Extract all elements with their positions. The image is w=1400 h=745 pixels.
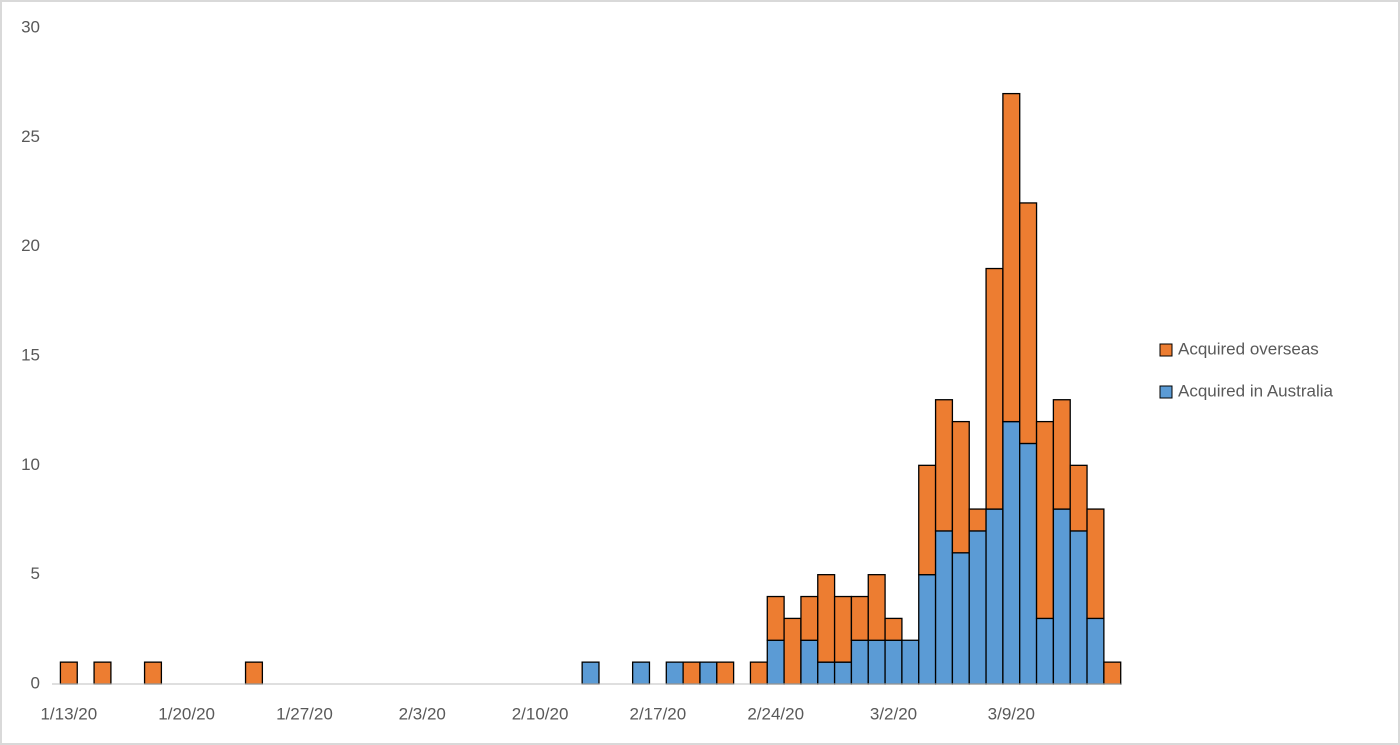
- bar-segment: [1103, 661, 1122, 685]
- x-tick-label: 2/24/20: [747, 704, 804, 723]
- bar-segment: [850, 639, 869, 685]
- bar-segment: [1069, 464, 1088, 532]
- legend-swatch: [1159, 343, 1173, 357]
- x-tick-label: 2/17/20: [630, 704, 687, 723]
- bar-segment: [918, 574, 937, 685]
- bar-segment: [1086, 617, 1105, 685]
- y-tick-label: 10: [21, 455, 40, 474]
- bar-segment: [833, 661, 853, 685]
- bar-segment: [1019, 442, 1038, 685]
- bar-segment: [59, 661, 78, 685]
- bar-segment: [951, 552, 970, 685]
- x-tick-label: 3/2/20: [870, 704, 917, 723]
- legend-label: Acquired in Australia: [1178, 381, 1334, 400]
- bar-segment: [699, 661, 718, 685]
- x-tick-label: 1/13/20: [40, 704, 97, 723]
- bar-segment: [901, 639, 920, 685]
- bar-segment: [968, 530, 987, 685]
- bar-segment: [1002, 92, 1021, 423]
- bar-segment: [968, 508, 987, 532]
- bar-segment: [833, 595, 853, 663]
- x-tick-label: 1/27/20: [276, 704, 333, 723]
- x-tick-label: 3/9/20: [988, 704, 1035, 723]
- bar-segment: [1035, 617, 1055, 685]
- bar-segment: [244, 661, 264, 685]
- y-tick-label: 25: [21, 127, 40, 146]
- bar-segment: [766, 639, 785, 685]
- bar-segment: [884, 617, 903, 641]
- bar-segment: [783, 617, 802, 685]
- bar-segment: [682, 661, 701, 685]
- bar-segment: [1052, 399, 1071, 510]
- bar-segment: [850, 595, 869, 641]
- bar-segment: [867, 574, 886, 641]
- x-tick-label: 1/20/20: [158, 704, 215, 723]
- x-tick-label: 2/3/20: [399, 704, 446, 723]
- bar-segment: [1086, 508, 1105, 620]
- bar-segment: [93, 661, 112, 685]
- bar-segment: [884, 639, 903, 685]
- bar-segment: [985, 508, 1004, 685]
- bar-segment: [1019, 202, 1038, 445]
- bar-segment: [1069, 530, 1088, 685]
- legend-label: Acquired overseas: [1178, 339, 1319, 358]
- bar-segment: [631, 661, 651, 685]
- bar-segment: [800, 595, 819, 641]
- y-tick-label: 5: [31, 564, 40, 583]
- bar-segment: [716, 661, 735, 685]
- bar-segment: [665, 661, 684, 685]
- y-tick-label: 0: [31, 673, 40, 692]
- y-tick-label: 15: [21, 345, 40, 364]
- y-tick-label: 30: [21, 17, 40, 36]
- bar-segment: [934, 399, 954, 532]
- y-tick-label: 20: [21, 236, 40, 255]
- bar-segment: [800, 639, 819, 685]
- bar-segment: [1035, 420, 1055, 620]
- bar-segment: [1052, 508, 1071, 685]
- bar-segment: [951, 420, 970, 554]
- x-tick-label: 2/10/20: [512, 704, 569, 723]
- legend-swatch: [1159, 385, 1173, 399]
- bar-segment: [581, 661, 600, 685]
- bar-segment: [985, 267, 1004, 510]
- bar-segment: [766, 595, 785, 641]
- bar-segment: [934, 530, 954, 685]
- bar-segment: [749, 661, 768, 685]
- bar-segment: [1002, 420, 1021, 685]
- bar-segment: [918, 464, 937, 576]
- bar-segment: [143, 661, 163, 685]
- bar-segment: [817, 574, 836, 663]
- bar-segment: [867, 639, 886, 685]
- bar-segment: [817, 661, 836, 685]
